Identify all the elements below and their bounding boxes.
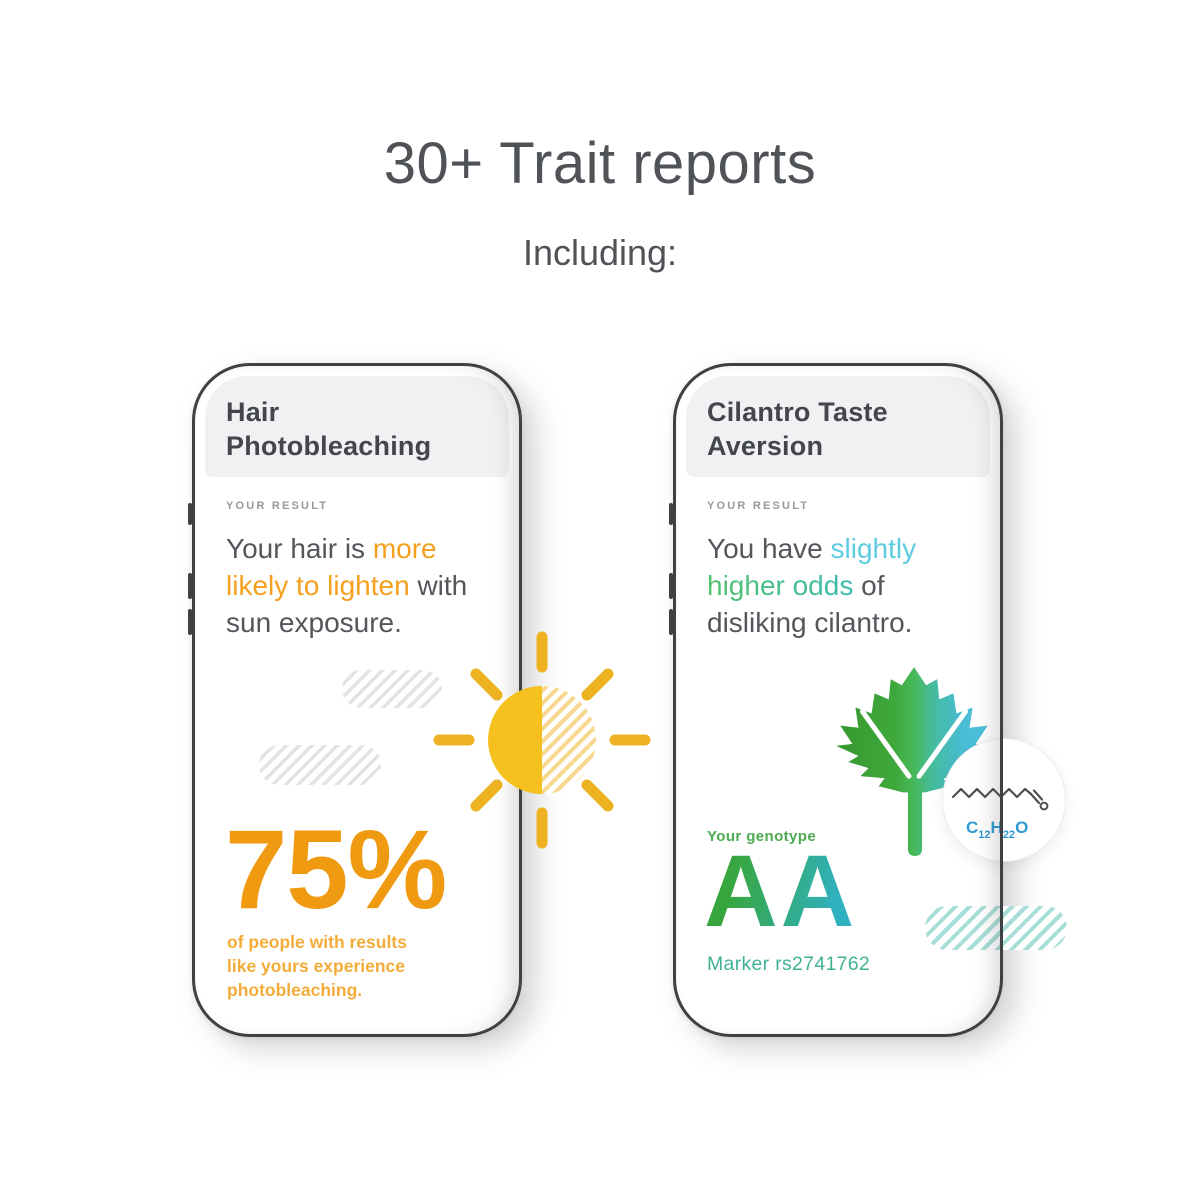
- hatch-decoration: [342, 670, 442, 708]
- phone-volume-down-button: [188, 609, 192, 635]
- phone-silent-switch: [188, 503, 192, 525]
- stat-percentage: 75%: [225, 807, 447, 932]
- result-highlight-higher-odds: higher odds: [707, 570, 854, 601]
- stat-caption: of people with results like yours experi…: [227, 932, 407, 1000]
- cilantro-leaf-icon: [828, 657, 994, 859]
- aldehyde-zigzag-molecule-icon: C12H22O: [951, 787, 1049, 841]
- result-suffix: of disliking cilantro.: [707, 570, 913, 638]
- phone-mockup-cilantro-taste-aversion: Cilantro Taste Aversion YOUR RESULT You …: [669, 363, 1003, 1037]
- result-prefix: Your hair is: [226, 533, 366, 564]
- marker-label: Marker rs2741762: [707, 953, 871, 975]
- result-prefix: You have: [707, 533, 823, 564]
- phone-screen: Hair Photobleaching YOUR RESULT Your hai…: [201, 372, 513, 1028]
- molecule-badge: C12H22O: [942, 738, 1066, 862]
- genotype-value: AA: [704, 834, 858, 948]
- phone-silent-switch: [669, 503, 673, 525]
- phone-volume-up-button: [669, 573, 673, 599]
- result-text: You have slightly higher odds of disliki…: [707, 530, 969, 641]
- result-suffix: with sun exposure.: [226, 570, 468, 638]
- hatch-decoration: [259, 745, 381, 785]
- teal-hatch-decoration: [925, 906, 1067, 950]
- report-title: Hair Photobleaching: [226, 397, 432, 461]
- page-subtitle: Including:: [522, 232, 678, 273]
- report-title: Cilantro Taste Aversion: [707, 397, 888, 461]
- page-title: 30+ Trait reports: [383, 131, 817, 196]
- phone-volume-up-button: [188, 573, 192, 599]
- phone-mockup-hair-photobleaching: Hair Photobleaching YOUR RESULT Your hai…: [188, 363, 522, 1037]
- result-highlight: more likely to lighten: [226, 533, 437, 601]
- chemical-formula: C12H22O: [966, 818, 1028, 841]
- your-result-label: YOUR RESULT: [226, 500, 329, 512]
- result-text: Your hair is more likely to lighten with…: [226, 530, 476, 641]
- phone-volume-down-button: [669, 609, 673, 635]
- report-header: Hair Photobleaching: [205, 376, 509, 477]
- genotype-label: Your genotype: [707, 828, 817, 845]
- result-highlight-slightly: slightly: [830, 533, 917, 564]
- your-result-label: YOUR RESULT: [707, 500, 810, 512]
- half-shaded-sun-icon: [427, 625, 657, 855]
- report-header: Cilantro Taste Aversion: [686, 376, 990, 477]
